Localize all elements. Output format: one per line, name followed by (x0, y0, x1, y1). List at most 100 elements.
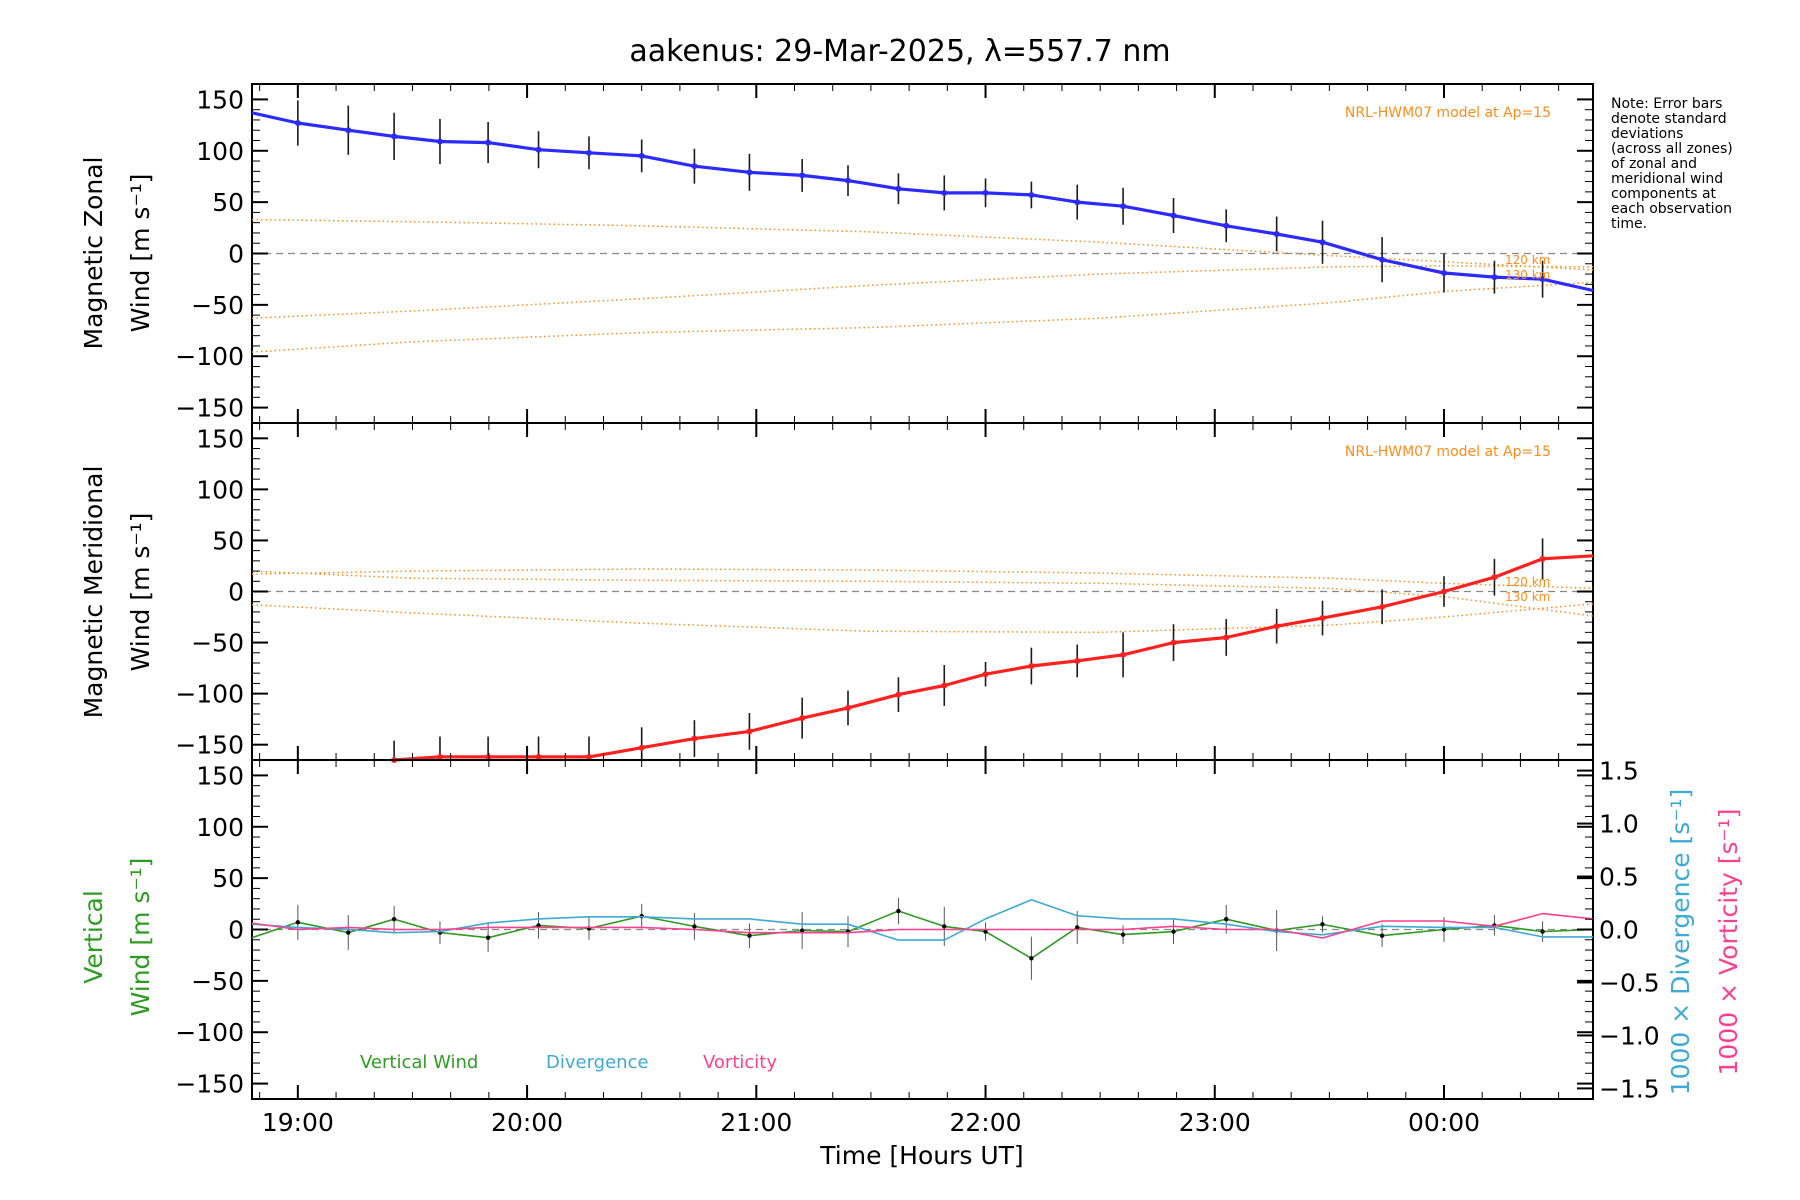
zonal-model-curve-1 (251, 218, 1594, 271)
zonal-y-tick-label: −100 (175, 342, 244, 371)
meridional-y-tick-label: 50 (212, 526, 244, 555)
vertical-data-point (485, 935, 491, 940)
zonal-alt-label-130: 130 km (1505, 268, 1550, 282)
vertical-data-point (799, 928, 805, 933)
zonal-data-point (845, 177, 851, 184)
vertical-data-point (295, 920, 301, 925)
zonal-data-point (1170, 212, 1177, 219)
x-tick-label: 22:00 (950, 1108, 1022, 1137)
divergence-line (251, 898, 1593, 941)
right-y-tick-label: −1.5 (1599, 1074, 1660, 1103)
note-line-4: (across all zones) (1611, 141, 1733, 157)
vertical-data-point (942, 924, 947, 929)
right-y-tick-label: 0.0 (1599, 916, 1639, 945)
meridional-data-point (1491, 574, 1498, 581)
magnetic-zonal-wind-line (251, 111, 1594, 293)
meridional-data-point (799, 715, 806, 722)
meridional-y-tick-label: 0 (228, 578, 244, 607)
zonal-data-point (436, 138, 443, 145)
panel-meridional-frame (251, 422, 1594, 761)
vertical-data-point (1120, 932, 1126, 937)
zonal-alt-label-120: 120 km (1505, 253, 1550, 267)
meridional-model-label: NRL-HWM07 model at Ap=15 (1345, 444, 1551, 460)
meridional-data-point (1170, 639, 1177, 646)
zonal-model-curve-3 (251, 281, 1594, 353)
zonal-y-tick-label: 50 (212, 188, 244, 217)
vertical-error-bars (297, 897, 1544, 980)
zonal-data-point (485, 139, 492, 146)
meridional-data-point (1441, 588, 1447, 595)
zonal-data-point (294, 120, 301, 127)
zonal-y-tick-label: −150 (175, 394, 244, 423)
x-axis-tick-labels: 19:00 20:00 21:00 22:00 23:00 00:00 (262, 1108, 1480, 1137)
meridional-data-point (746, 728, 753, 735)
zonal-model-label: NRL-HWM07 model at Ap=15 (1345, 105, 1551, 121)
meridional-y-tick-label: −100 (175, 680, 244, 709)
meridional-model-curve-3 (251, 570, 1594, 617)
zonal-error-bars (297, 100, 1544, 298)
vertical-y-tick-label: −50 (191, 967, 244, 996)
right-y-tick-label: 0.5 (1599, 863, 1639, 892)
meridional-data-point (845, 704, 851, 711)
zonal-data-point (1539, 276, 1546, 283)
meridional-data-point (1379, 603, 1386, 610)
vertical-data-point (1320, 922, 1325, 927)
vertical-right-y-axis: 1.5 1.0 0.5 0.0 −0.5 −1.0 −1.5 (1577, 757, 1660, 1103)
zonal-y-tick-label: 100 (196, 137, 244, 166)
zonal-data-point (746, 169, 753, 176)
panel-vertical: 150 100 50 0 −50 −100 −150 1.5 1.0 0.5 0.0 −0.5 −1.… (79, 757, 1743, 1104)
meridional-data-point (1539, 555, 1546, 562)
zonal-data-point (391, 133, 398, 140)
legend-vertical-wind: Vertical Wind (360, 1052, 478, 1073)
zonal-ylabel-line1: Magnetic Zonal (79, 157, 108, 350)
zonal-data-point (1223, 222, 1230, 229)
legend-divergence: Divergence (546, 1052, 649, 1073)
divergence-axis-label: 1000 × Divergence [s⁻¹] (1666, 789, 1695, 1096)
vertical-y-axis: 150 100 50 0 −50 −100 −150 (175, 761, 1593, 1099)
zonal-data-point (345, 127, 352, 134)
vertical-data-point (1540, 929, 1545, 934)
meridional-x-ticks (259, 423, 1560, 760)
meridional-data-point (535, 753, 542, 760)
zonal-ylabel-line2: Wind [m s⁻¹] (126, 174, 155, 333)
meridional-model-curve-2 (251, 603, 1594, 634)
note-line-1: Note: Error bars (1611, 96, 1722, 112)
note-line-9: time. (1611, 216, 1647, 232)
vertical-series (251, 898, 1594, 961)
x-tick-label: 00:00 (1408, 1108, 1480, 1137)
vorticity-line (251, 912, 1594, 939)
x-tick-label: 23:00 (1179, 1108, 1251, 1137)
x-tick-label: 21:00 (720, 1108, 792, 1137)
zonal-data-point (1028, 191, 1035, 198)
zonal-y-tick-label: 150 (196, 85, 244, 114)
meridional-data-point (638, 744, 645, 751)
meridional-data-point (1120, 651, 1127, 658)
zonal-data-point (691, 163, 698, 170)
meridional-y-tick-label: −50 (191, 629, 244, 658)
zonal-data-point (1441, 270, 1447, 277)
zonal-data-point (1491, 274, 1498, 281)
zonal-y-tick-label: 0 (228, 240, 244, 269)
note-line-2: denote standard (1611, 111, 1727, 127)
note-line-6: meridional wind (1611, 171, 1723, 187)
zonal-data-point (1120, 203, 1127, 210)
zonal-data-point (982, 189, 989, 196)
note-block: Note: Error bars denote standard deviati… (1611, 96, 1733, 232)
meridional-ylabel-line1: Magnetic Meridional (79, 466, 108, 719)
meridional-data-point (941, 682, 948, 689)
meridional-data-point (436, 753, 443, 760)
meridional-data-point (585, 753, 592, 760)
legend-vorticity: Vorticity (703, 1052, 777, 1073)
zonal-data-point (1074, 199, 1081, 206)
meridional-data-point (1074, 657, 1081, 664)
meridional-ylabel-line2: Wind [m s⁻¹] (126, 513, 155, 672)
panel-meridional: 150 100 50 0 −50 −100 −150 NRL-HWM07 model at … (79, 422, 1594, 763)
vertical-ylabel-line1: Vertical (79, 890, 108, 984)
vertical-x-ticks (259, 760, 1560, 1099)
meridional-data-point (1319, 615, 1326, 622)
meridional-y-tick-label: 100 (196, 475, 244, 504)
note-line-8: each observation (1611, 201, 1732, 217)
meridional-data-point (485, 753, 492, 760)
meridional-y-tick-label: −150 (175, 731, 244, 760)
